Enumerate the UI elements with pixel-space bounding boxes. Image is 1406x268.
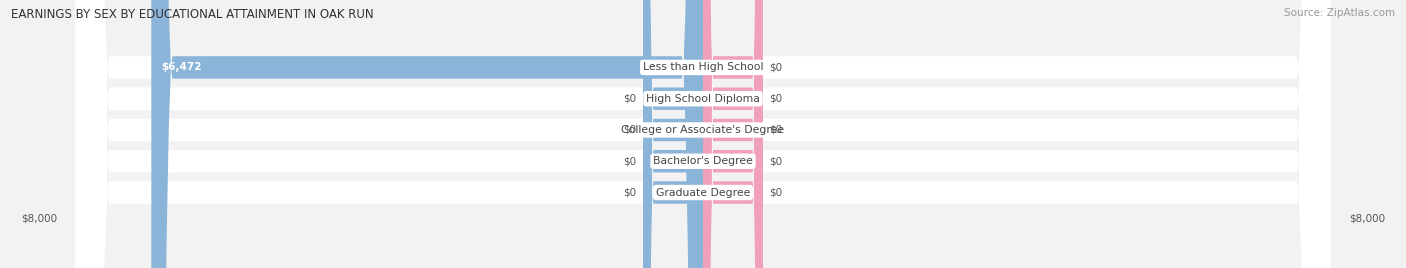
Text: High School Diploma: High School Diploma — [647, 94, 759, 104]
Text: Less than High School: Less than High School — [643, 62, 763, 72]
FancyBboxPatch shape — [76, 0, 1330, 268]
Text: Source: ZipAtlas.com: Source: ZipAtlas.com — [1284, 8, 1395, 18]
FancyBboxPatch shape — [644, 0, 703, 268]
FancyBboxPatch shape — [644, 0, 703, 268]
Text: $8,000: $8,000 — [1348, 214, 1385, 224]
FancyBboxPatch shape — [703, 0, 762, 268]
FancyBboxPatch shape — [76, 0, 1330, 268]
Text: $0: $0 — [769, 94, 783, 104]
FancyBboxPatch shape — [152, 0, 703, 268]
Text: $6,472: $6,472 — [162, 62, 202, 72]
Text: $0: $0 — [769, 156, 783, 166]
FancyBboxPatch shape — [644, 0, 703, 268]
Text: EARNINGS BY SEX BY EDUCATIONAL ATTAINMENT IN OAK RUN: EARNINGS BY SEX BY EDUCATIONAL ATTAINMEN… — [11, 8, 374, 21]
Text: College or Associate's Degree: College or Associate's Degree — [621, 125, 785, 135]
FancyBboxPatch shape — [76, 0, 1330, 268]
FancyBboxPatch shape — [703, 0, 762, 268]
Text: $0: $0 — [769, 188, 783, 198]
Text: $0: $0 — [769, 62, 783, 72]
FancyBboxPatch shape — [703, 0, 762, 268]
Text: $0: $0 — [623, 188, 637, 198]
FancyBboxPatch shape — [703, 0, 762, 268]
FancyBboxPatch shape — [76, 0, 1330, 268]
FancyBboxPatch shape — [644, 0, 703, 268]
Legend: Male, Female: Male, Female — [643, 264, 763, 268]
FancyBboxPatch shape — [703, 0, 762, 268]
Text: $0: $0 — [623, 156, 637, 166]
Text: $0: $0 — [623, 125, 637, 135]
Text: $0: $0 — [769, 125, 783, 135]
Text: Graduate Degree: Graduate Degree — [655, 188, 751, 198]
Text: $0: $0 — [623, 94, 637, 104]
FancyBboxPatch shape — [76, 0, 1330, 268]
Text: Bachelor's Degree: Bachelor's Degree — [652, 156, 754, 166]
Text: $8,000: $8,000 — [21, 214, 58, 224]
